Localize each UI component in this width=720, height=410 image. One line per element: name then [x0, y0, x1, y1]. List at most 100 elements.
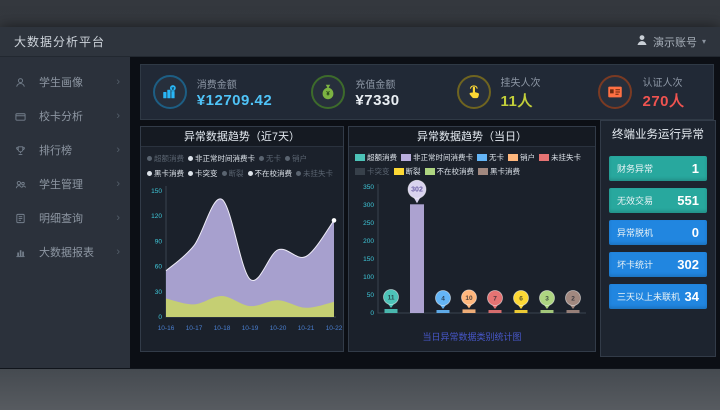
top-bar: 大数据分析平台 演示账号 ▾ — [0, 27, 720, 57]
right-legend-item-1[interactable]: 非正常时间消费卡 — [401, 152, 473, 163]
left-legend-item-1[interactable]: 非正常时间消费卡 — [188, 153, 255, 164]
svg-text:10-17: 10-17 — [186, 325, 203, 332]
right-legend-item-0[interactable]: 超额消费 — [355, 152, 397, 163]
svg-text:10-21: 10-21 — [298, 325, 315, 332]
stat-label: 财务异常 — [617, 164, 654, 174]
chevron-right-icon: › — [116, 246, 120, 258]
legend-label: 黑卡消费 — [490, 167, 520, 176]
left-legend-item-2[interactable]: 无卡 — [259, 153, 281, 164]
sidebar-item-0[interactable]: 学生画像 › — [0, 65, 130, 99]
chevron-right-icon: › — [116, 178, 120, 190]
svg-text:10: 10 — [465, 295, 473, 302]
user-name: 演示账号 — [652, 36, 697, 49]
kpi-label: 挂失人次 — [500, 77, 541, 89]
right-chart-title: 异常数据趋势（当日） — [349, 127, 595, 147]
legend-swatch-icon — [539, 154, 549, 161]
area-chart: 0 30 60 90 120 150 10-16 10-17 10-18 10-19 10-20 10… — [151, 186, 343, 332]
legend-label: 无卡 — [266, 154, 281, 163]
stat-label: 无效交易 — [617, 196, 654, 206]
svg-text:4: 4 — [441, 295, 445, 302]
svg-text:7: 7 — [493, 295, 497, 302]
dashboard: 大数据分析平台 演示账号 ▾ 学生画像 › 校卡分析 › 排行榜 › 学生管理 … — [0, 27, 720, 369]
report-icon — [15, 247, 31, 258]
legend-swatch-icon — [355, 168, 365, 175]
right-legend-item-7[interactable]: 不在校消费 — [424, 166, 474, 177]
right-legend-item-8[interactable]: 黑卡消费 — [478, 166, 520, 177]
left-legend-item-4[interactable]: 黑卡消费 — [147, 168, 184, 179]
legend-swatch-icon — [355, 154, 365, 161]
terminal-stat-0: 财务异常 1 — [609, 156, 707, 181]
svg-text:10-18: 10-18 — [214, 325, 231, 332]
left-legend-item-8[interactable]: 未挂失卡 — [296, 168, 333, 179]
legend-label: 断裂 — [228, 169, 244, 178]
legend-swatch-icon — [401, 154, 411, 161]
svg-text:300: 300 — [363, 202, 374, 209]
coins-icon: ¥ — [152, 75, 187, 109]
left-legend-item-5[interactable]: 卡突变 — [188, 168, 218, 179]
legend-label: 断裂 — [405, 167, 421, 176]
legend-swatch-icon — [508, 154, 518, 161]
right-legend-item-2[interactable]: 无卡 — [477, 152, 504, 163]
kpi-card-2: 挂失人次 11人 — [427, 74, 570, 111]
stat-value: 0 — [691, 225, 699, 240]
kpi-label: 消费金额 — [196, 79, 237, 91]
svg-text:2: 2 — [571, 295, 575, 302]
moneybag-icon: ¥ — [311, 75, 346, 109]
student-icon — [15, 77, 31, 88]
left-legend-item-3[interactable]: 销户 — [285, 153, 307, 164]
sidebar-item-label: 大数据报表 — [39, 247, 94, 259]
chevron-right-icon: › — [116, 144, 120, 156]
kpi-card-3: 认证人次 270人 — [570, 74, 713, 111]
stat-label: 异常脱机 — [617, 228, 654, 238]
sidebar-item-label: 学生画像 — [39, 77, 83, 89]
legend-label: 黑卡消费 — [154, 169, 184, 178]
legend-dot-icon — [285, 156, 290, 161]
kpi-panel: ¥ 消费金额 ¥12709.42 ¥ 充值金额 ¥7330 挂失人次 11人 认… — [140, 64, 714, 120]
legend-label: 卡突变 — [367, 167, 390, 176]
sidebar-item-label: 校卡分析 — [39, 111, 83, 123]
legend-label: 非正常时间消费卡 — [195, 154, 255, 163]
svg-text:200: 200 — [363, 238, 374, 245]
svg-text:¥: ¥ — [171, 86, 174, 92]
legend-dot-icon — [296, 171, 301, 176]
kpi-value: 11人 — [500, 92, 533, 110]
app-title: 大数据分析平台 — [14, 35, 106, 49]
legend-label: 未挂失卡 — [551, 153, 581, 162]
legend-label: 无卡 — [489, 153, 504, 162]
kpi-card-1: ¥ 充值金额 ¥7330 — [284, 75, 427, 109]
left-chart-legend: 超额消费 非正常时间消费卡 无卡 销户 黑卡消费 卡突变 断裂 不在校消费 未挂… — [141, 147, 343, 181]
svg-text:90: 90 — [155, 238, 163, 245]
left-legend-item-0[interactable]: 超额消费 — [147, 153, 184, 164]
stat-value: 302 — [677, 257, 699, 272]
user-menu[interactable]: 演示账号 ▾ — [636, 34, 706, 50]
legend-dot-icon — [188, 156, 193, 161]
svg-text:10-16: 10-16 — [158, 325, 175, 332]
idcard-icon — [598, 75, 633, 109]
legend-label: 卡突变 — [195, 169, 218, 178]
sidebar-item-5[interactable]: 大数据报表 › — [0, 235, 130, 269]
bar-chart: 0 50 100 150 200 250 300 350 11 302 4 10 7 6 3 2 — [363, 179, 586, 317]
legend-dot-icon — [147, 171, 152, 176]
right-legend-item-6[interactable]: 断裂 — [393, 166, 421, 177]
terminal-stat-2: 异常脱机 0 — [609, 220, 707, 245]
kpi-card-0: ¥ 消费金额 ¥12709.42 — [141, 75, 284, 109]
stat-label: 三天以上未联机 — [617, 292, 681, 302]
legend-label: 销户 — [520, 153, 535, 162]
sidebar-item-1[interactable]: 校卡分析 › — [0, 99, 130, 133]
right-legend-item-4[interactable]: 未挂失卡 — [539, 152, 581, 163]
left-legend-item-7[interactable]: 不在校消费 — [247, 168, 292, 179]
sidebar-item-3[interactable]: 学生管理 › — [0, 167, 130, 201]
right-legend-item-3[interactable]: 销户 — [508, 152, 535, 163]
chevron-right-icon: › — [116, 76, 120, 88]
left-legend-item-6[interactable]: 断裂 — [221, 168, 244, 179]
svg-text:30: 30 — [155, 289, 163, 296]
terminal-panel-title: 终端业务运行异常 — [612, 129, 704, 141]
legend-label: 销户 — [292, 154, 307, 163]
right-legend-item-5[interactable]: 卡突变 — [355, 166, 390, 177]
user-avatar-icon — [636, 34, 648, 49]
sidebar-item-4[interactable]: 明细查询 › — [0, 201, 130, 235]
kpi-label: 充值金额 — [355, 79, 396, 91]
svg-text:¥: ¥ — [327, 91, 331, 98]
sidebar-item-2[interactable]: 排行榜 › — [0, 133, 130, 167]
sidebar-item-label: 排行榜 — [39, 145, 72, 157]
